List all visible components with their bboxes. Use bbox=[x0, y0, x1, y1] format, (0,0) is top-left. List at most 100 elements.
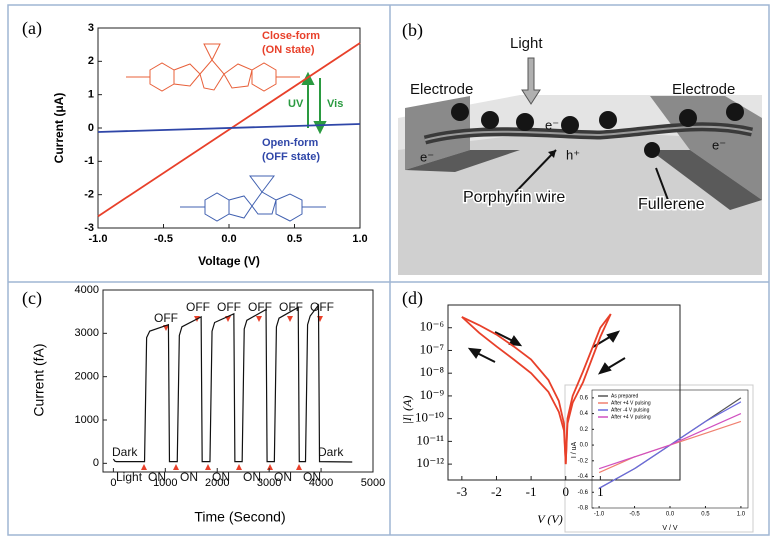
x-tick-label: 5000 bbox=[361, 477, 385, 489]
x-tick-label: -2 bbox=[491, 484, 502, 499]
y-tick-label: -2 bbox=[84, 189, 94, 201]
y-tick-label: 10⁻⁹ bbox=[420, 387, 445, 402]
y-axis-label: Current (fA) bbox=[31, 343, 47, 416]
y-tick-label: 10⁻¹² bbox=[416, 455, 444, 470]
legend-label: After +4 V pulsing bbox=[611, 400, 651, 406]
y-tick-label: 3 bbox=[88, 22, 94, 34]
annotation: OFF bbox=[154, 311, 178, 325]
annotation: ON bbox=[303, 470, 321, 484]
y-tick-label: -0.8 bbox=[578, 506, 589, 512]
molecule-closed bbox=[126, 43, 300, 92]
y-tick-label: 10⁻⁷ bbox=[420, 341, 444, 356]
y-tick-label: 0 bbox=[93, 457, 99, 469]
annotation: ON bbox=[180, 470, 198, 484]
y-tick-label: -1 bbox=[84, 155, 94, 167]
y-tick-label: 0.6 bbox=[580, 395, 589, 401]
y-tick-label: 10⁻¹¹ bbox=[416, 432, 444, 447]
diagram-label: e⁻ bbox=[545, 117, 559, 132]
diagram-label: e⁻ bbox=[420, 149, 434, 164]
uv-vis-arrows bbox=[301, 71, 327, 135]
annotation: OFF bbox=[310, 300, 334, 314]
x-tick-label: 0 bbox=[562, 484, 569, 499]
x-tick-label: -0.5 bbox=[154, 233, 173, 245]
x-tick-label: -1 bbox=[526, 484, 537, 499]
x-axis-label: V / V bbox=[662, 525, 678, 532]
frame bbox=[7, 4, 770, 536]
series-line bbox=[97, 123, 361, 133]
y-tick-label: 0.0 bbox=[580, 443, 589, 449]
annotation: OFF bbox=[217, 300, 241, 314]
annotation: OFF bbox=[248, 300, 272, 314]
legend-label: After +4 V pulsing bbox=[611, 414, 651, 420]
diagram-label: h⁺ bbox=[566, 147, 580, 162]
y-tick-label: -3 bbox=[84, 222, 94, 234]
diagram-label: Electrode bbox=[672, 81, 735, 98]
diagram-label: Porphyrin wire bbox=[463, 189, 565, 206]
x-tick-label: 0 bbox=[110, 477, 116, 489]
y-tick-label: 10⁻⁸ bbox=[420, 364, 445, 379]
y-axis-label: I / uA bbox=[571, 441, 578, 458]
annotation: Light bbox=[116, 470, 143, 484]
series-line bbox=[112, 303, 353, 463]
y-tick-label: -0.4 bbox=[578, 474, 589, 480]
diagram-label: e⁻ bbox=[712, 137, 726, 152]
sweep-arrows bbox=[467, 330, 626, 375]
y-axis-label: |I| (A) bbox=[400, 396, 414, 425]
device-illustration bbox=[398, 57, 762, 275]
y-tick-label: 4000 bbox=[75, 284, 99, 296]
y-tick-label: 10⁻¹⁰ bbox=[415, 410, 444, 425]
x-tick-label: -3 bbox=[456, 484, 467, 499]
annotation: UV bbox=[288, 98, 304, 110]
x-axis-label: Time (Second) bbox=[194, 509, 285, 525]
annotation: Open-form bbox=[262, 137, 318, 149]
x-tick-label: 1.0 bbox=[737, 512, 746, 518]
y-tick-label: 2000 bbox=[75, 371, 99, 383]
y-tick-label: 0.2 bbox=[580, 427, 589, 433]
y-tick-label: 2 bbox=[88, 55, 94, 67]
x-tick-label: 1 bbox=[597, 484, 604, 499]
y-tick-label: 0 bbox=[88, 122, 94, 134]
x-tick-label: 0.5 bbox=[701, 512, 710, 518]
x-tick-label: 1.0 bbox=[352, 233, 367, 245]
diagram-label: Light bbox=[510, 35, 543, 52]
series-line bbox=[461, 313, 612, 465]
plot-frame bbox=[102, 289, 374, 473]
panel-label: (b) bbox=[402, 20, 423, 41]
x-tick-label: 1000 bbox=[153, 477, 177, 489]
annotation: ON bbox=[243, 470, 261, 484]
molecule-open bbox=[180, 175, 326, 222]
annotation: Vis bbox=[327, 98, 343, 110]
y-tick-label: -0.6 bbox=[578, 490, 589, 496]
y-tick-label: 10⁻⁶ bbox=[420, 319, 444, 334]
x-tick-label: 0.0 bbox=[666, 512, 675, 518]
annotation: Close-form bbox=[262, 30, 320, 42]
y-tick-label: 0.4 bbox=[580, 411, 589, 417]
panel-label: (c) bbox=[22, 288, 42, 309]
x-tick-label: 0.0 bbox=[221, 233, 236, 245]
diagram-label: Fullerene bbox=[638, 196, 705, 213]
series-line bbox=[461, 313, 612, 465]
annotation: (OFF state) bbox=[262, 151, 320, 163]
y-tick-label: -0.2 bbox=[578, 458, 589, 464]
series-line bbox=[598, 413, 742, 470]
x-tick-label: 3000 bbox=[257, 477, 281, 489]
annotation: ON bbox=[212, 470, 230, 484]
annotation: OFF bbox=[186, 300, 210, 314]
x-tick-label: -0.5 bbox=[629, 512, 640, 518]
series-line bbox=[97, 42, 361, 218]
annotation: OFF bbox=[279, 300, 303, 314]
x-axis-label: Voltage (V) bbox=[198, 254, 260, 268]
y-tick-label: 1 bbox=[88, 89, 94, 101]
y-axis-label: Current (μA) bbox=[52, 93, 66, 164]
x-tick-label: 0.5 bbox=[287, 233, 302, 245]
legend-label: After -4 V pulsing bbox=[611, 407, 650, 413]
diagram-label: Electrode bbox=[410, 81, 473, 98]
x-tick-label: -1.0 bbox=[594, 512, 605, 518]
x-tick-label: 4000 bbox=[309, 477, 333, 489]
panel-label: (a) bbox=[22, 18, 42, 39]
annotation: (ON state) bbox=[262, 44, 315, 56]
inset-frame bbox=[564, 384, 754, 533]
annotation: ON bbox=[274, 470, 292, 484]
annotation: Dark bbox=[112, 445, 138, 459]
